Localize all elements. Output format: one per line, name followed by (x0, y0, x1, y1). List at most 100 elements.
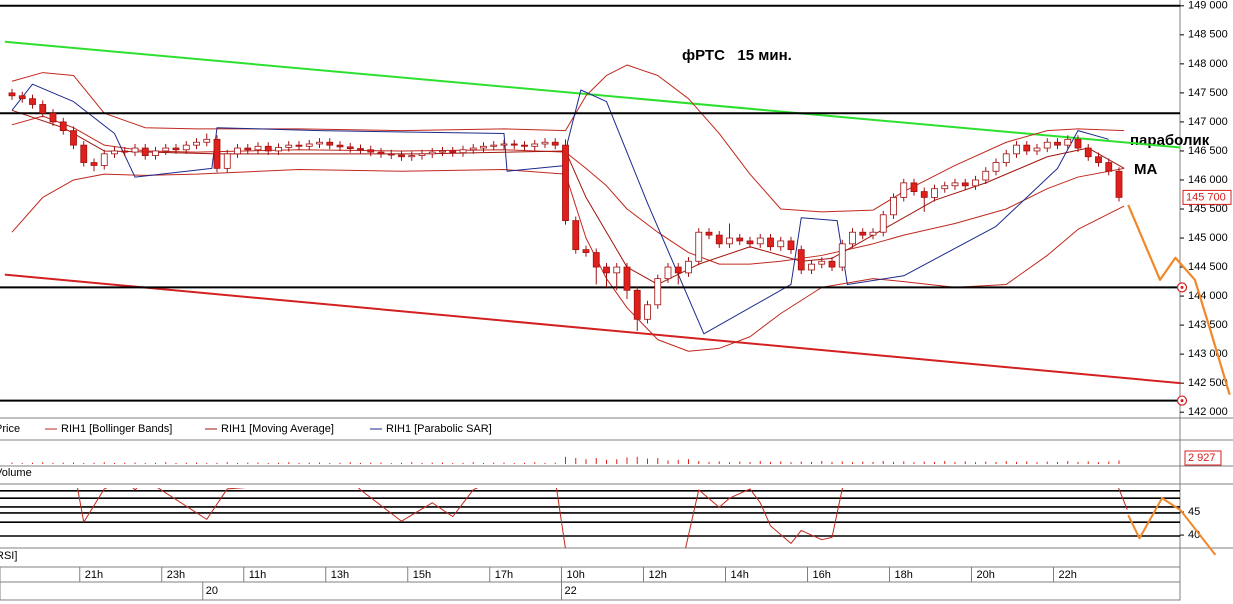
candle-body (510, 143, 518, 146)
candle-body (869, 231, 877, 236)
candle-body (941, 185, 949, 190)
candle-body (213, 138, 221, 169)
candle-body (223, 153, 231, 169)
candle-body (756, 237, 764, 245)
candle-body (715, 234, 723, 245)
candle-body (1002, 153, 1010, 163)
candle-body (746, 240, 754, 245)
candle-body (541, 141, 549, 145)
time-axis-box (0, 566, 1181, 601)
volume-bar (985, 461, 987, 464)
volume-bar (872, 461, 874, 464)
volume-bar (411, 462, 413, 464)
volume-bar (524, 462, 525, 464)
date-label: 22 (565, 585, 577, 597)
volume-bar (739, 461, 741, 464)
candle-body (1033, 147, 1041, 152)
candle-body (674, 266, 682, 274)
candle-body (900, 182, 908, 198)
volume-bar (472, 462, 474, 464)
candle-body (121, 150, 129, 153)
candle-body (972, 179, 979, 187)
candle-body (736, 237, 744, 242)
candle-body (326, 141, 334, 146)
candle-body (193, 141, 200, 146)
candle-body (828, 260, 836, 268)
candle-body (131, 147, 139, 153)
candle-body (664, 266, 672, 280)
volume-bar (483, 462, 484, 464)
volume-bar (882, 461, 884, 464)
volume-bar (595, 458, 597, 464)
candle-body (797, 249, 805, 271)
volume-bar (32, 462, 33, 464)
level-marker-dot (1180, 399, 1184, 403)
candle-body (316, 141, 323, 145)
forecast-line (1127, 204, 1231, 396)
volume-bar (944, 461, 946, 464)
legend-label: RIH1 [Moving Average] (221, 423, 334, 435)
volume-bar (360, 462, 361, 464)
volume-bar (852, 462, 853, 464)
candle-body (1013, 144, 1020, 155)
y-tick-label: 146 000 (1188, 174, 1228, 186)
x-tick-label: 13h (331, 569, 349, 581)
volume-bar (1046, 461, 1048, 464)
candle-body (1064, 138, 1072, 146)
candle-body (951, 182, 959, 187)
candle-body (111, 150, 118, 155)
volume-bar (575, 458, 577, 464)
volume-bar (308, 462, 310, 464)
candle-body (70, 130, 77, 146)
volume-bar (431, 462, 433, 464)
trend-line (4, 273, 1181, 385)
x-tick-label: 10h (567, 569, 585, 581)
candle-body (275, 147, 282, 152)
candle-body (551, 141, 559, 146)
candle-body (777, 240, 785, 248)
y-tick-label: 143 000 (1188, 348, 1228, 360)
volume-bar (565, 456, 566, 464)
candle-body (480, 145, 487, 149)
candle-body (408, 155, 416, 158)
volume-bar (585, 459, 587, 464)
candle-body (336, 144, 344, 148)
volume-bar (390, 463, 392, 464)
volume-bar (513, 463, 515, 464)
volume-bar (165, 462, 167, 464)
panel-label: RSI] (0, 550, 17, 562)
candle-body (767, 237, 774, 248)
volume-bar (729, 462, 730, 464)
candle-body (992, 162, 1000, 172)
candle-body (285, 144, 293, 148)
volume-bar (913, 462, 915, 464)
candle-body (592, 252, 600, 268)
volume-bar (934, 461, 935, 464)
x-tick-label: 17h (495, 569, 513, 581)
y-tick-label: 149 000 (1188, 0, 1228, 12)
candle-body (357, 148, 364, 151)
volume-bar (196, 462, 197, 464)
volume-bar (62, 462, 64, 464)
candle-body (961, 182, 969, 187)
volume-bar (790, 462, 792, 464)
volume-bar (831, 461, 833, 464)
volume-bar (964, 461, 966, 464)
level-marker-dot (1180, 285, 1184, 289)
volume-bar (493, 462, 495, 464)
candle-body (1043, 141, 1051, 149)
candle-body (879, 214, 887, 233)
candle-body (562, 144, 569, 222)
volume-last-box (1184, 450, 1222, 466)
volume-bar (780, 461, 782, 464)
volume-bar (52, 462, 54, 464)
candle-body (521, 144, 528, 147)
candle-body (90, 162, 98, 166)
candle-body (726, 237, 733, 245)
volume-bar (21, 463, 23, 464)
volume-bar (226, 462, 228, 464)
legend-label: RIH1 [Parabolic SAR] (386, 423, 492, 435)
candle-body (490, 144, 498, 147)
rsi-tick-label: 45 (1188, 506, 1200, 518)
x-tick-label: 23h (167, 569, 185, 581)
